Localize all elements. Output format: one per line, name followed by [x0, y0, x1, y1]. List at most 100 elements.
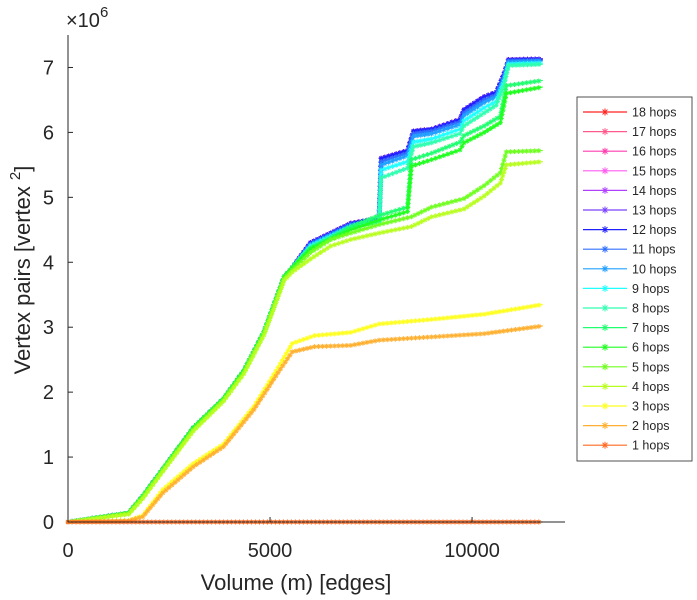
- data-point-marker: [147, 485, 153, 491]
- data-point-marker: [536, 159, 542, 165]
- data-point-marker: [376, 213, 382, 219]
- data-point-marker: [356, 327, 362, 333]
- series-line: [67, 60, 543, 523]
- data-point-marker: [437, 202, 443, 208]
- data-point-marker: [393, 162, 399, 168]
- data-point-marker: [380, 229, 386, 235]
- legend-marker-icon: [601, 128, 609, 136]
- data-point-marker: [410, 144, 416, 150]
- data-point-marker: [505, 307, 511, 313]
- legend-marker-icon: [601, 147, 609, 155]
- data-point-marker: [304, 345, 310, 351]
- data-point-marker: [489, 330, 495, 336]
- data-point-marker: [280, 363, 286, 369]
- series-lines: [65, 56, 543, 525]
- data-point-marker: [520, 325, 526, 331]
- data-point-marker: [364, 339, 370, 345]
- series-12-hops: [65, 56, 543, 525]
- legend-label: 5 hops: [632, 360, 670, 374]
- data-point-marker: [388, 228, 394, 234]
- data-point-marker: [223, 395, 229, 401]
- data-point-marker: [152, 479, 158, 485]
- data-point-marker: [536, 323, 542, 329]
- legend-label: 2 hops: [632, 419, 670, 433]
- data-point-marker: [150, 482, 156, 488]
- data-point-marker: [520, 305, 526, 311]
- data-point-marker: [389, 163, 395, 169]
- data-point-marker: [433, 203, 439, 209]
- y-tick-label: 1: [43, 447, 54, 469]
- data-point-marker: [516, 81, 522, 87]
- data-point-marker: [485, 311, 491, 317]
- data-point-marker: [380, 216, 386, 222]
- data-point-marker: [167, 459, 173, 465]
- data-point-marker: [497, 120, 503, 126]
- data-point-marker: [109, 513, 115, 519]
- data-point-marker: [392, 218, 398, 224]
- series-11-hops: [65, 57, 543, 525]
- legend-label: 14 hops: [632, 184, 676, 198]
- data-point-marker: [396, 226, 402, 232]
- data-point-marker: [536, 148, 542, 154]
- data-point-marker: [429, 204, 435, 210]
- data-point-marker: [380, 211, 386, 217]
- data-point-marker: [524, 325, 530, 331]
- legend-label: 1 hops: [632, 439, 670, 453]
- legend-label: 10 hops: [632, 262, 676, 276]
- legend-label: 11 hops: [632, 243, 676, 257]
- data-point-marker: [493, 329, 499, 335]
- data-point-marker: [410, 139, 416, 145]
- data-point-marker: [155, 475, 161, 481]
- data-point-marker: [445, 200, 451, 206]
- data-point-marker: [384, 210, 390, 216]
- legend-marker-icon: [601, 304, 609, 312]
- data-point-marker: [188, 431, 194, 437]
- data-point-marker: [231, 385, 237, 391]
- data-point-marker: [348, 329, 354, 335]
- data-point-marker: [433, 213, 439, 219]
- series-line: [67, 58, 543, 523]
- x-tick-label: 0: [62, 540, 73, 562]
- data-point-marker: [382, 166, 388, 172]
- data-point-marker: [502, 77, 508, 83]
- legend-label: 3 hops: [632, 400, 670, 414]
- legend-marker-icon: [601, 108, 609, 116]
- legend-label: 6 hops: [632, 341, 670, 355]
- data-point-marker: [162, 465, 168, 471]
- data-point-marker: [528, 303, 534, 309]
- series-14-hops: [65, 56, 543, 525]
- data-point-marker: [421, 141, 427, 147]
- data-point-marker: [493, 309, 499, 315]
- data-point-marker: [236, 378, 242, 384]
- data-point-marker: [536, 61, 542, 67]
- data-point-marker: [287, 352, 293, 358]
- data-point-marker: [396, 206, 402, 212]
- series-16-hops: [65, 56, 543, 525]
- y-tick-label: 3: [43, 317, 54, 339]
- data-point-marker: [113, 513, 119, 519]
- data-point-marker: [356, 341, 362, 347]
- series-18-hops: [65, 56, 543, 525]
- data-point-marker: [503, 86, 509, 92]
- data-point-marker: [507, 82, 513, 88]
- series-10-hops: [65, 58, 543, 525]
- series-2-hops: [65, 323, 543, 525]
- legend: 18 hops 17 hops 16 hops 15 hops 14 hops 13 ho…: [576, 96, 693, 462]
- data-point-marker: [503, 73, 509, 79]
- data-point-marker: [396, 217, 402, 223]
- data-point-marker: [136, 515, 142, 521]
- data-point-marker: [122, 512, 128, 518]
- data-point-marker: [105, 514, 111, 520]
- data-point-marker: [453, 198, 459, 204]
- legend-label: 18 hops: [632, 106, 676, 120]
- series-17-hops: [65, 56, 543, 525]
- data-point-marker: [504, 70, 510, 76]
- data-point-marker: [183, 437, 189, 443]
- legend-label: 16 hops: [632, 145, 676, 159]
- data-point-marker: [501, 308, 507, 314]
- data-point-marker: [453, 208, 459, 214]
- data-point-marker: [400, 225, 406, 231]
- data-point-marker: [532, 303, 538, 309]
- data-point-marker: [532, 85, 538, 91]
- data-point-marker: [449, 199, 455, 205]
